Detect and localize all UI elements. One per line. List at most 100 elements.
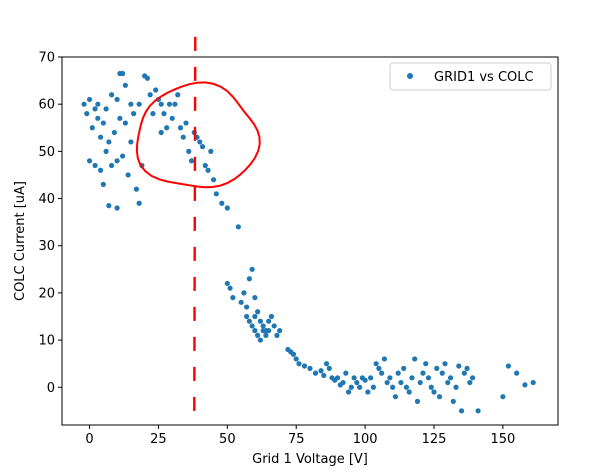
data-point: [81, 101, 87, 107]
data-point: [257, 337, 263, 343]
x-tick-label: 100: [353, 432, 378, 447]
data-point: [417, 379, 423, 386]
data-point: [230, 295, 236, 301]
data-point: [263, 332, 269, 338]
data-point: [445, 379, 451, 386]
data-point: [321, 372, 327, 379]
data-point: [224, 205, 230, 211]
data-point: [357, 384, 363, 390]
y-tick-label: 0: [47, 381, 55, 396]
data-point: [89, 125, 95, 131]
data-point: [177, 125, 184, 131]
data-point: [100, 181, 106, 187]
data-point: [395, 370, 401, 376]
data-point: [401, 365, 407, 371]
data-point: [227, 285, 233, 291]
data-point: [235, 224, 241, 230]
data-point: [274, 332, 280, 338]
data-point: [106, 203, 112, 209]
data-point: [95, 101, 101, 107]
data-point: [188, 158, 195, 164]
data-point: [522, 382, 528, 388]
data-point: [271, 323, 277, 329]
data-point: [114, 205, 120, 211]
data-point: [257, 318, 263, 324]
data-point: [255, 309, 261, 315]
data-point: [136, 101, 142, 107]
data-point: [442, 361, 448, 367]
data-point: [450, 398, 456, 405]
data-point: [365, 389, 371, 395]
data-point: [252, 295, 258, 301]
data-point: [109, 92, 115, 98]
data-point: [172, 101, 178, 107]
data-point: [224, 280, 230, 287]
data-point: [92, 106, 98, 112]
data-point: [244, 313, 250, 320]
data-point: [414, 398, 421, 405]
data-point: [117, 115, 123, 121]
y-tick-label: 30: [38, 239, 55, 254]
data-point: [246, 318, 252, 324]
data-point: [266, 328, 272, 334]
data-point: [348, 384, 354, 390]
data-point: [423, 361, 429, 367]
data-point: [84, 111, 90, 117]
y-tick-label: 70: [38, 51, 55, 66]
data-point: [326, 365, 332, 371]
data-point: [379, 370, 385, 376]
data-point: [376, 365, 382, 371]
data-point: [153, 87, 159, 93]
data-point: [252, 328, 258, 334]
data-point: [475, 408, 481, 414]
data-point: [164, 125, 170, 131]
data-point: [158, 101, 164, 107]
data-point: [158, 129, 164, 136]
x-tick-label: 75: [288, 432, 305, 447]
x-tick-label: 125: [422, 432, 447, 447]
data-point: [260, 328, 266, 334]
data-point: [246, 276, 252, 282]
data-point: [368, 375, 374, 381]
red-freehand-circle: [135, 81, 261, 189]
data-point: [183, 120, 189, 126]
data-point: [381, 356, 387, 362]
data-point: [241, 290, 247, 296]
data-point: [161, 111, 167, 117]
data-point: [125, 172, 131, 178]
data-point: [505, 363, 511, 369]
data-point: [343, 370, 349, 376]
data-point: [434, 365, 440, 371]
data-point: [86, 158, 93, 164]
data-point: [403, 384, 410, 390]
data-point: [277, 328, 283, 334]
x-axis-ticks: 0 25 50 75 100 125 150: [85, 425, 515, 447]
data-point: [409, 375, 415, 381]
data-point: [100, 120, 106, 126]
data-point: [136, 200, 142, 206]
data-point: [469, 375, 476, 381]
data-point: [199, 144, 206, 150]
legend-box: [389, 62, 552, 91]
data-point: [323, 361, 330, 367]
data-point: [425, 375, 432, 381]
data-point: [307, 365, 313, 371]
data-point: [296, 361, 302, 367]
data-point: [384, 379, 390, 386]
y-axis-label: COLC Current [uA]: [13, 181, 28, 301]
data-point: [95, 115, 101, 121]
data-point: [249, 266, 255, 272]
data-point: [362, 377, 368, 383]
data-point: [86, 96, 93, 103]
plot-frame: [61, 56, 559, 426]
data-point: [428, 384, 434, 390]
data-point: [500, 394, 506, 400]
data-point: [345, 389, 352, 395]
data-point: [340, 379, 346, 386]
data-point: [255, 332, 261, 338]
data-point: [144, 75, 151, 81]
data-point: [390, 384, 396, 390]
data-point: [312, 370, 319, 376]
data-point: [244, 304, 250, 310]
data-point: [169, 115, 175, 121]
